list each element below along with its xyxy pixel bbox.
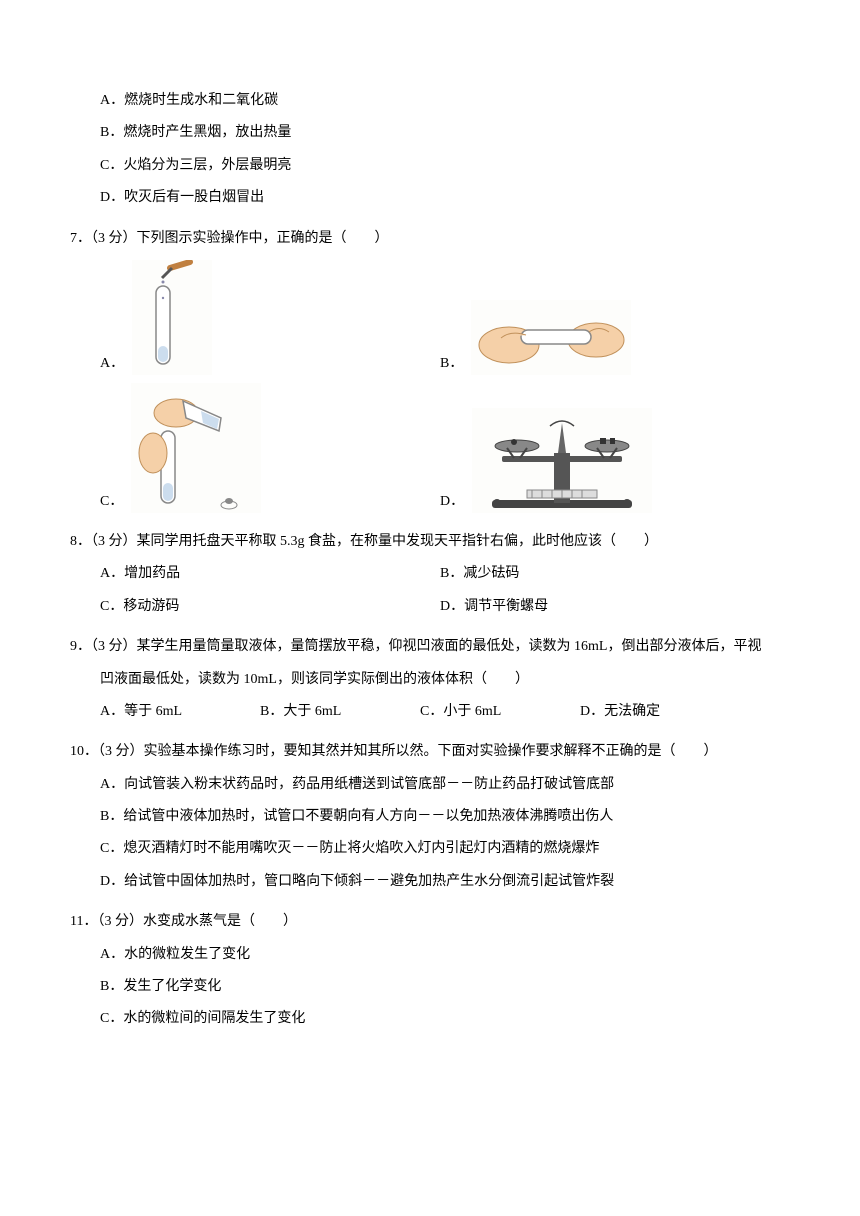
q8-option-c[interactable]: C．移动游码 — [100, 596, 440, 618]
q7-option-d-label[interactable]: D． — [440, 491, 464, 513]
q9-option-a[interactable]: A．等于 6mL — [100, 701, 260, 723]
q10-stem: 10．（3 分）实验基本操作练习时，要知其然并知其所以然。下面对实验操作要求解释… — [70, 741, 790, 763]
pouring-liquid-icon — [131, 383, 261, 513]
q11-option-c[interactable]: C．水的微粒间的间隔发生了变化 — [100, 1008, 790, 1030]
q10-option-d[interactable]: D．给试管中固体加热时，管口略向下倾斜－－避免加热产生水分倒流引起试管炸裂 — [100, 871, 790, 893]
q8-option-b[interactable]: B．减少砝码 — [440, 563, 519, 585]
q6-option-c[interactable]: C．火焰分为三层，外层最明亮 — [100, 155, 790, 177]
q11-stem: 11．（3 分）水变成水蒸气是（ ） — [70, 911, 790, 933]
q9-option-b[interactable]: B．大于 6mL — [260, 701, 420, 723]
q7-stem: 7．（3 分）下列图示实验操作中，正确的是（ ） — [70, 228, 790, 250]
q11-option-a[interactable]: A．水的微粒发生了变化 — [100, 944, 790, 966]
q9-stem: 9．（3 分）某学生用量筒量取液体，量筒摆放平稳，仰视凹液面的最低处，读数为 1… — [70, 636, 790, 658]
q9-option-c[interactable]: C．小于 6mL — [420, 701, 580, 723]
dropper-test-tube-icon — [132, 260, 212, 375]
q6-option-b[interactable]: B．燃烧时产生黑烟，放出热量 — [100, 122, 790, 144]
q7-option-b-label[interactable]: B． — [440, 353, 463, 375]
q8-stem: 8．（3 分）某同学用托盘天平称取 5.3g 食盐，在称量中发现天平指针右偏，此… — [70, 531, 790, 553]
q9-option-d[interactable]: D．无法确定 — [580, 701, 740, 723]
q6-option-d[interactable]: D．吹灭后有一股白烟冒出 — [100, 187, 790, 209]
q7-option-c-label[interactable]: C． — [100, 491, 123, 513]
q6-option-a[interactable]: A．燃烧时生成水和二氧化碳 — [100, 90, 790, 112]
q10-option-c[interactable]: C．熄灭酒精灯时不能用嘴吹灭－－防止将火焰吹入灯内引起灯内酒精的燃烧爆炸 — [100, 838, 790, 860]
q7-images-row2: C． D． — [100, 383, 790, 513]
q8-option-d[interactable]: D．调节平衡螺母 — [440, 596, 548, 618]
balance-scale-icon — [472, 408, 652, 513]
q8-option-a[interactable]: A．增加药品 — [100, 563, 440, 585]
q10-option-b[interactable]: B．给试管中液体加热时，试管口不要朝向有人方向－－以免加热液体沸腾喷出伤人 — [100, 806, 790, 828]
q7-images-row1: A． B． — [100, 260, 790, 375]
hands-test-tube-icon — [471, 300, 631, 375]
q10-option-a[interactable]: A．向试管装入粉末状药品时，药品用纸槽送到试管底部－－防止药品打破试管底部 — [100, 774, 790, 796]
q9-stem-cont: 凹液面最低处，读数为 10mL，则该同学实际倒出的液体体积（ ） — [100, 669, 790, 691]
q7-option-a-label[interactable]: A． — [100, 353, 124, 375]
q11-option-b[interactable]: B．发生了化学变化 — [100, 976, 790, 998]
